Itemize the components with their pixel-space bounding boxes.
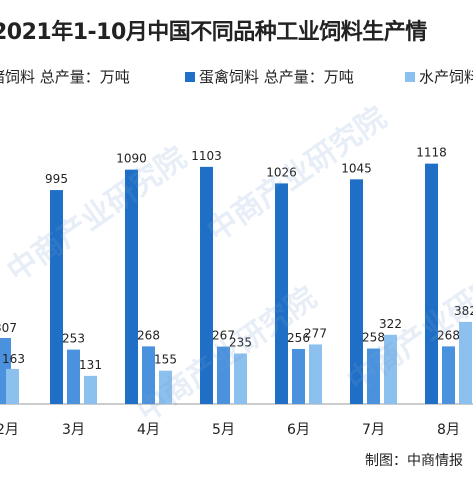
data-label-3月-series-2: 995 (45, 172, 68, 186)
bar-3月-series-3 (67, 349, 80, 404)
bar-5月-series-2 (200, 166, 213, 404)
x-tick-label-6月: 6月 (287, 422, 310, 438)
bar-7月-series-3 (367, 348, 380, 404)
bar-6月-series-2 (275, 183, 288, 404)
x-tick-label-7月: 7月 (362, 422, 385, 438)
bar-7月-series-2 (350, 179, 363, 404)
bar-4月-series-4 (159, 370, 172, 404)
bar-5月-series-3 (217, 346, 230, 404)
data-label-6月-series-2: 1026 (266, 165, 297, 179)
data-label-7月-series-3: 258 (362, 331, 385, 345)
data-label-5月-series-4: 235 (229, 335, 252, 349)
legend-swatch-series-2 (185, 71, 195, 82)
bar-3月-series-4 (84, 375, 97, 404)
data-label-7月-series-4: 322 (379, 317, 402, 331)
legend-item-series-4: 水产饲料 (405, 66, 473, 87)
legend-item-series-2: 蛋禽饲料 总产量：万吨 (185, 66, 354, 87)
data-label-partial-left-1: 307 (0, 321, 17, 335)
bar-8月-series-3 (442, 346, 455, 404)
source-note: 制图：中商情报 (365, 453, 463, 469)
data-label-4月-series-3: 268 (137, 328, 160, 342)
bar-4月-series-3 (142, 346, 155, 404)
data-label-6月-series-3: 256 (287, 331, 310, 345)
data-label-4月-series-4: 155 (154, 353, 177, 367)
bar-4月-series-2 (125, 169, 138, 404)
data-label-8月-series-3: 268 (437, 328, 460, 342)
bar-partial-left-2 (6, 368, 19, 404)
bar-3月-series-2 (50, 190, 63, 404)
x-tick-label-partial: 2月 (0, 422, 19, 438)
data-label-5月-series-3: 267 (212, 329, 235, 343)
data-label-3月-series-4: 131 (79, 358, 102, 372)
data-label-partial-left-2: 163 (2, 352, 25, 366)
x-tick-label-8月: 8月 (437, 422, 460, 438)
data-label-3月-series-3: 253 (62, 332, 85, 346)
x-tick-label-3月: 3月 (62, 422, 85, 438)
bar-8月-series-2 (425, 163, 438, 404)
bar-7月-series-4 (384, 334, 397, 404)
data-label-8月-series-2: 1118 (416, 146, 447, 160)
legend-label-series-1: 猪饲料 总产量：万吨 (0, 68, 130, 86)
legend-label-series-2: 蛋禽饲料 总产量：万吨 (199, 68, 354, 86)
bar-6月-series-3 (292, 348, 305, 404)
x-tick-label-4月: 4月 (137, 422, 160, 438)
bar-partial-left-1 (0, 337, 11, 404)
legend-label-series-4: 水产饲料 (419, 68, 473, 86)
data-label-6月-series-4: 277 (304, 326, 327, 340)
data-label-5月-series-2: 1103 (191, 149, 222, 163)
chart-title: 2021年1-10月中国不同品种工业饲料生产情 (0, 20, 427, 45)
legend-item-series-1: 猪饲料 总产量：万吨 (0, 66, 130, 87)
data-label-8月-series-4: 382 (454, 304, 473, 318)
legend-swatch-series-4 (405, 71, 415, 82)
bar-6月-series-4 (309, 344, 322, 404)
bar-8月-series-4 (459, 321, 472, 404)
x-tick-label-5月: 5月 (212, 422, 235, 438)
data-label-7月-series-2: 1045 (341, 161, 372, 175)
data-label-4月-series-2: 1090 (116, 152, 147, 166)
bar-5月-series-4 (234, 353, 247, 404)
